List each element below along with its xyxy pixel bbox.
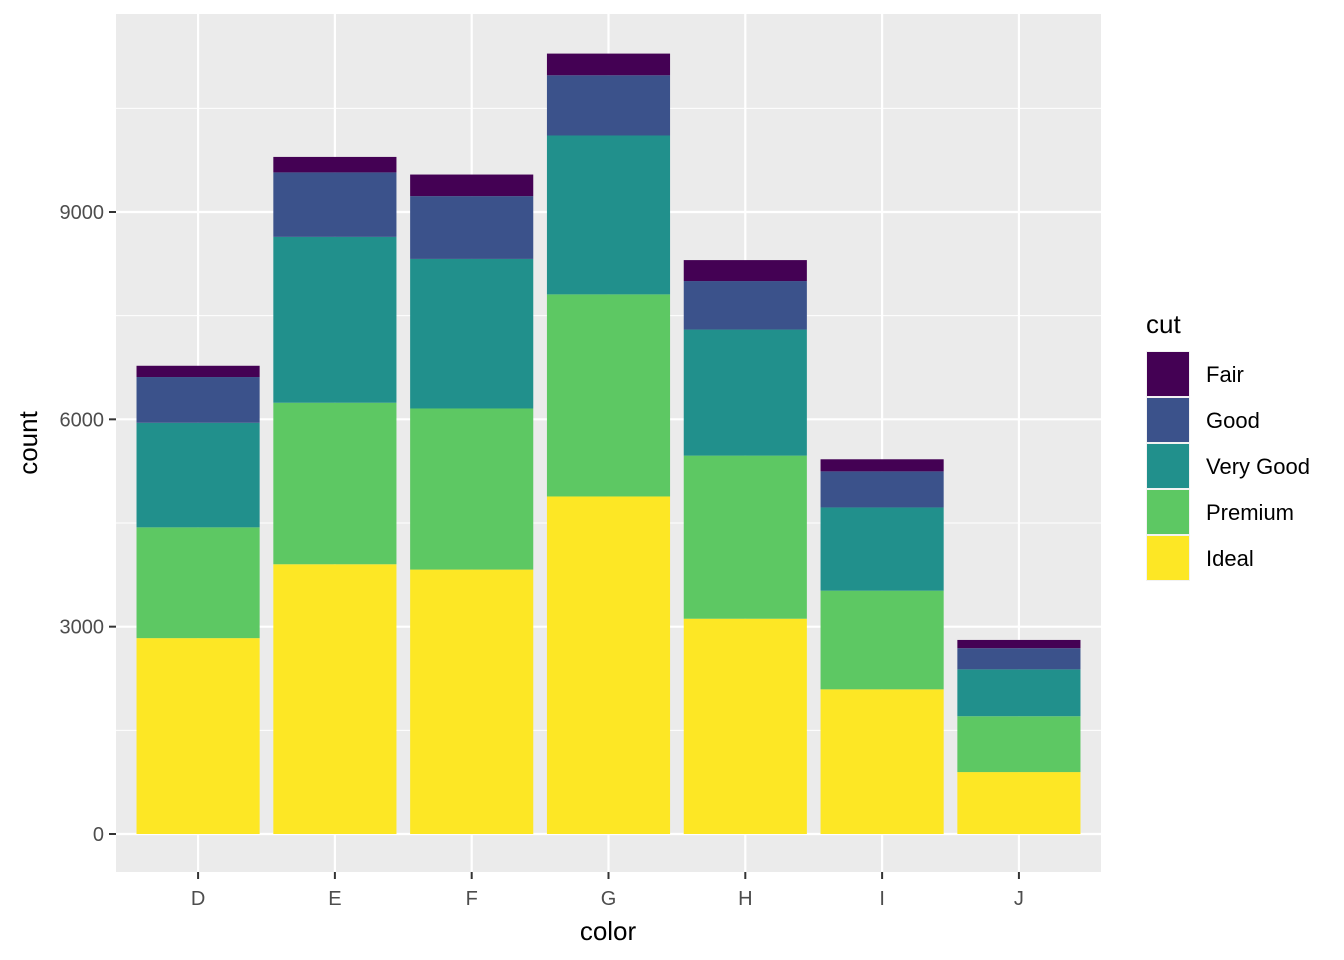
legend-label: Fair (1206, 362, 1244, 387)
y-axis-title: count (13, 410, 43, 474)
legend-label: Very Good (1206, 454, 1310, 479)
x-axis: D E F G H I J (191, 872, 1024, 910)
bar-H-ideal (683, 618, 807, 834)
x-tick-label: G (601, 888, 617, 910)
legend-swatch (1147, 398, 1189, 442)
bar-H-good (683, 281, 807, 330)
bar-G-ideal (546, 496, 671, 834)
bar-D-premium (136, 527, 260, 639)
legend-label: Ideal (1206, 546, 1254, 571)
bar-J-very-good (957, 669, 1081, 717)
bar-I-fair (820, 459, 944, 472)
x-tick-label: F (466, 888, 478, 910)
x-tick-label: I (879, 888, 885, 910)
bar-D-very-good (136, 422, 260, 528)
bar-E-fair (273, 156, 397, 173)
bar-J-good (957, 648, 1081, 670)
bar-F-good (410, 196, 534, 259)
y-tick-label: 3000 (60, 617, 105, 639)
bar-I-very-good (820, 507, 944, 591)
bar-F-ideal (410, 569, 534, 834)
bars (136, 53, 1081, 834)
legend-swatch (1147, 536, 1189, 580)
bar-G-good (546, 75, 671, 136)
x-tick-label: E (328, 888, 341, 910)
legend-swatch (1147, 490, 1189, 534)
y-tick-label: 6000 (60, 409, 105, 431)
bar-J-fair (957, 639, 1081, 649)
x-tick-label: J (1014, 888, 1024, 910)
legend-label: Premium (1206, 500, 1294, 525)
y-axis: 0 3000 6000 9000 (60, 202, 116, 846)
legend-swatch (1147, 444, 1189, 488)
bar-F-very-good (410, 258, 534, 409)
bar-G-very-good (546, 135, 671, 295)
bar-H-premium (683, 455, 807, 619)
bar-E-premium (273, 402, 397, 565)
bar-D-fair (136, 365, 260, 378)
bar-H-very-good (683, 329, 807, 456)
bar-D-good (136, 377, 260, 423)
bar-I-ideal (820, 689, 944, 834)
legend-label: Good (1206, 408, 1260, 433)
bar-E-good (273, 172, 397, 237)
x-tick-label: D (191, 888, 205, 910)
bar-E-ideal (273, 564, 397, 834)
bar-J-premium (957, 716, 1081, 773)
bar-H-fair (683, 260, 807, 282)
bar-D-ideal (136, 638, 260, 834)
bar-I-premium (820, 590, 944, 690)
x-axis-title: color (580, 916, 637, 946)
bar-J-ideal (957, 772, 1081, 834)
y-tick-label: 0 (93, 824, 104, 846)
bar-F-premium (410, 408, 534, 570)
legend-title: cut (1146, 309, 1181, 339)
bar-F-fair (410, 174, 534, 197)
y-tick-label: 9000 (60, 202, 105, 224)
bar-E-very-good (273, 236, 397, 403)
bar-G-fair (546, 53, 671, 76)
x-tick-label: H (738, 888, 752, 910)
legend: cut Fair Good Very Good Premium Ideal (1146, 309, 1310, 581)
legend-swatch (1147, 352, 1189, 396)
bar-G-premium (546, 294, 671, 497)
bar-I-good (820, 471, 944, 508)
